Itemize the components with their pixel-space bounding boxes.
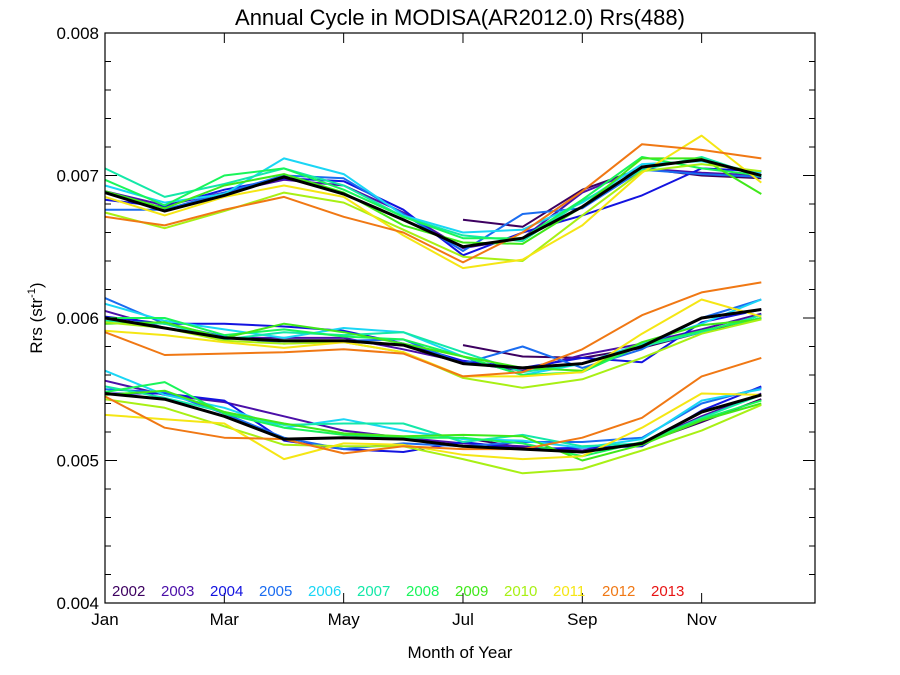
y-tick-label: 0.007 bbox=[56, 167, 99, 186]
legend-entry-2002: 2002 bbox=[112, 583, 145, 600]
legend-entry-2009: 2009 bbox=[455, 583, 488, 600]
legend-entry-2010: 2010 bbox=[504, 583, 537, 600]
x-tick-label: Mar bbox=[210, 610, 240, 629]
legend-entry-2005: 2005 bbox=[259, 583, 292, 600]
axis-ticks bbox=[104, 32, 815, 604]
legend-entry-2003: 2003 bbox=[161, 583, 194, 600]
mean-line-upper bbox=[104, 158, 762, 249]
tick-labels: Jan Mar May Jul Sep Nov 0.004 0.005 0.006 0.007 0.… bbox=[56, 24, 717, 629]
series-line-2006-upper bbox=[104, 157, 762, 234]
x-tick-label: Jan bbox=[91, 610, 118, 629]
x-tick-label: Jul bbox=[452, 610, 474, 629]
mean-line-middle bbox=[104, 308, 762, 370]
y-axis-label-main: Rrs (str bbox=[27, 298, 46, 354]
chart-title: Annual Cycle in MODISA(AR2012.0) Rrs(488… bbox=[235, 5, 685, 30]
y-axis-label-sup: -1 bbox=[26, 288, 38, 298]
y-axis-label-end: ) bbox=[27, 282, 46, 288]
legend-entry-2013: 2013 bbox=[651, 583, 684, 600]
series-line-2012-lower bbox=[104, 356, 762, 455]
series-line-2003-upper bbox=[104, 167, 762, 250]
y-tick-label: 0.005 bbox=[56, 452, 99, 471]
series-line-2012-upper bbox=[104, 143, 762, 264]
series-line-2011-lower bbox=[104, 392, 762, 461]
x-axis-label: Month of Year bbox=[408, 643, 513, 662]
legend-entry-2006: 2006 bbox=[308, 583, 341, 600]
x-tick-label: May bbox=[328, 610, 361, 629]
y-tick-label: 0.008 bbox=[56, 24, 99, 43]
series-line-2005-upper bbox=[105, 168, 762, 252]
series-line-2010-upper bbox=[104, 163, 762, 262]
legend-entry-2008: 2008 bbox=[406, 583, 439, 600]
x-tick-label: Nov bbox=[687, 610, 718, 629]
legend-entry-2007: 2007 bbox=[357, 583, 390, 600]
y-tick-label: 0.004 bbox=[56, 594, 99, 613]
y-tick-label: 0.006 bbox=[56, 309, 99, 328]
plot-lines bbox=[104, 134, 762, 475]
x-tick-label: Sep bbox=[567, 610, 597, 629]
series-line-2009-lower bbox=[104, 389, 762, 462]
legend: 2002 2003 2004 2005 2006 2007 2008 2009 2010 2011… bbox=[112, 583, 684, 600]
legend-entry-2012: 2012 bbox=[602, 583, 635, 600]
series-line-2012-middle bbox=[104, 281, 762, 378]
legend-entry-2004: 2004 bbox=[210, 583, 243, 600]
legend-entry-2011: 2011 bbox=[553, 583, 585, 600]
y-axis-label: Rrs (str-1) bbox=[26, 282, 46, 353]
mean-line-lower bbox=[104, 392, 762, 454]
